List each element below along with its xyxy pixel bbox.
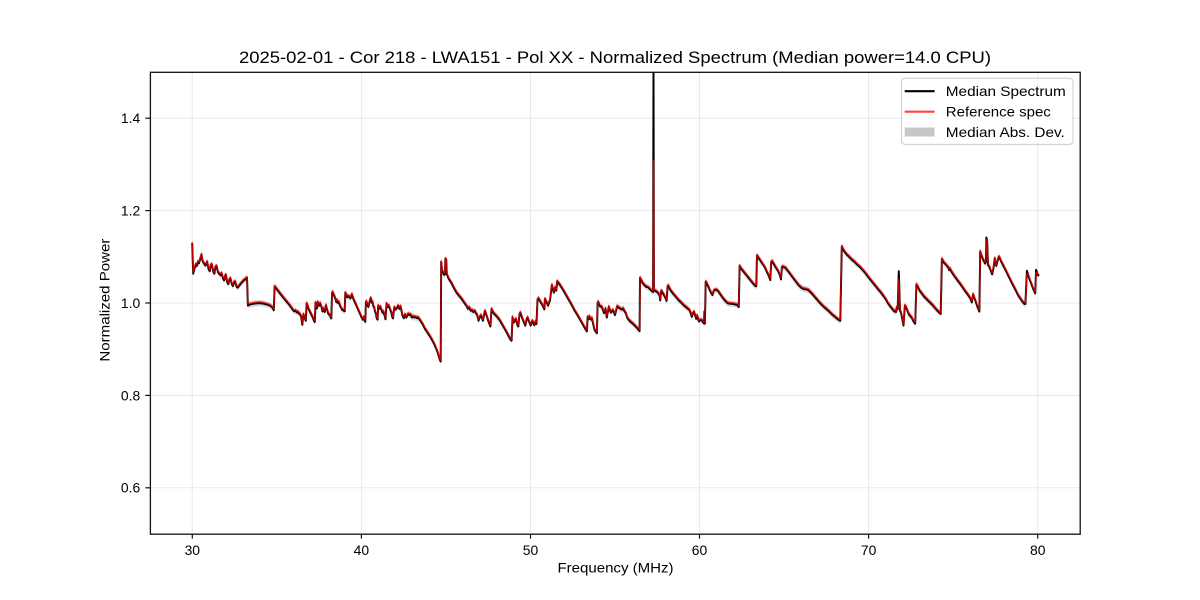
svg-text:70: 70 (861, 542, 877, 558)
svg-text:2025-02-01 - Cor 218 - LWA151: 2025-02-01 - Cor 218 - LWA151 - Pol XX -… (239, 49, 991, 67)
svg-text:Reference spec: Reference spec (946, 104, 1051, 120)
svg-text:1.2: 1.2 (121, 203, 141, 219)
svg-text:1.4: 1.4 (121, 110, 141, 126)
svg-text:1.0: 1.0 (121, 295, 141, 311)
svg-text:0.6: 0.6 (121, 480, 141, 496)
svg-text:Frequency (MHz): Frequency (MHz) (558, 559, 674, 575)
svg-text:30: 30 (185, 542, 201, 558)
svg-text:40: 40 (354, 542, 370, 558)
svg-text:80: 80 (1030, 542, 1046, 558)
svg-text:Median Abs. Dev.: Median Abs. Dev. (946, 124, 1065, 140)
svg-text:Median Spectrum: Median Spectrum (946, 83, 1066, 99)
svg-text:0.8: 0.8 (121, 387, 141, 403)
svg-text:50: 50 (523, 542, 539, 558)
svg-text:60: 60 (692, 542, 708, 558)
svg-text:Normalized Power: Normalized Power (97, 238, 113, 361)
